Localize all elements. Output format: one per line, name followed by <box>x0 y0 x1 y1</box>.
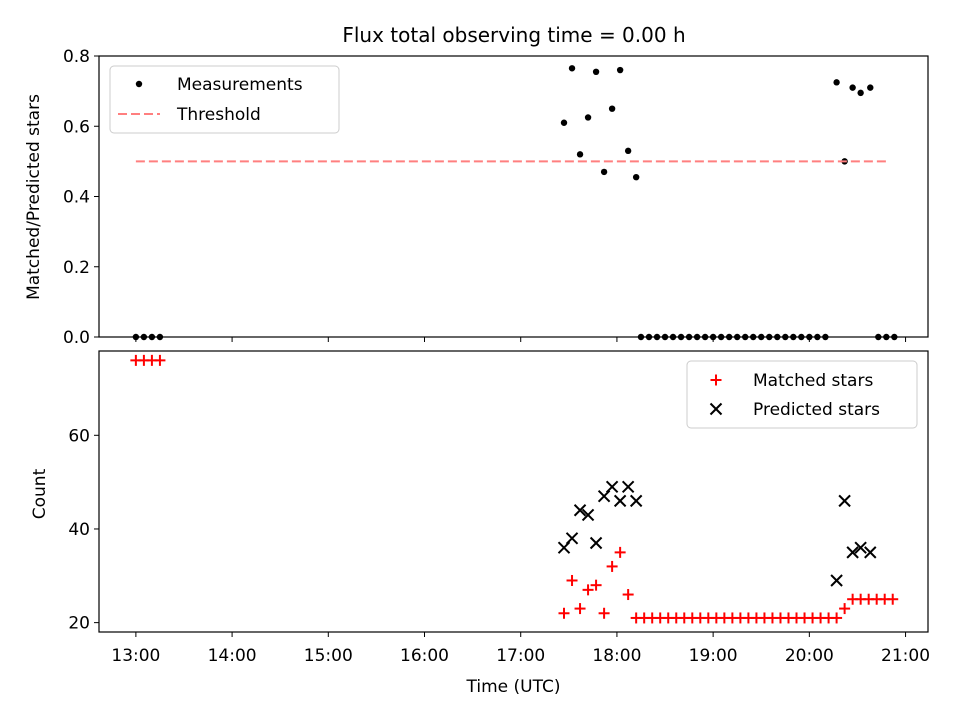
x-stroke-b <box>605 480 619 494</box>
legend-measurement-marker <box>135 80 143 88</box>
x-tick-label: 13:00 <box>111 646 160 666</box>
measurement-point <box>857 89 864 97</box>
measurement-point <box>568 65 576 72</box>
x-tick-label: 17:00 <box>496 646 545 666</box>
y-axis-label: Count <box>30 468 50 519</box>
legend-label-matched: Matched stars <box>753 371 873 391</box>
predicted-star-point <box>589 536 603 550</box>
x-tick-label: 19:00 <box>689 646 738 666</box>
x-tick-label: 15:00 <box>304 646 353 666</box>
x-tick-label: 18:00 <box>592 646 641 666</box>
x-tick-label: 21:00 <box>881 646 930 666</box>
predicted-star-point <box>573 504 587 517</box>
matched-star-point <box>598 607 610 619</box>
y-tick-label: 0.4 <box>63 188 90 208</box>
x-tick-label: 14:00 <box>208 646 257 666</box>
predicted-star-point <box>830 574 843 587</box>
top-panel: 0.0 0.2 0.4 0.6 0.8 Matched/Predicted stars Me… <box>24 47 929 348</box>
matched-star-point <box>887 593 899 605</box>
measurement-point <box>616 66 624 74</box>
legend-label-measurements: Measurements <box>177 75 303 95</box>
x-stroke-b <box>573 504 587 517</box>
matched-star-point <box>566 574 578 586</box>
measurement-point <box>624 147 632 155</box>
matched-star-point <box>614 546 626 558</box>
x-stroke-b <box>709 402 723 416</box>
measurement-point <box>632 173 640 181</box>
y-tick-label: 0.2 <box>63 258 90 278</box>
measurement-point <box>833 79 840 86</box>
legend-predicted-marker <box>709 402 723 416</box>
legend-label-threshold: Threshold <box>176 105 261 125</box>
legend-box <box>686 360 918 429</box>
matched-star-point <box>839 603 851 615</box>
measurement-point <box>560 119 568 126</box>
x-tick-label: 20:00 <box>785 646 834 666</box>
predicted-star-point <box>629 494 643 508</box>
predicted-star-point <box>838 494 851 508</box>
x-stroke-b <box>830 574 843 587</box>
predicted-star-point <box>613 494 627 508</box>
x-stroke-b <box>613 494 627 508</box>
y-tick-label: 0.6 <box>63 117 90 137</box>
x-stroke-b <box>846 546 859 559</box>
legend-box <box>109 65 340 134</box>
x-stroke-b <box>864 546 877 559</box>
x-stroke-b <box>854 541 867 554</box>
measurement-point <box>867 84 874 91</box>
matched-star-point <box>622 589 634 601</box>
measurement-point <box>849 84 856 91</box>
y-tick-label: 40 <box>68 520 90 540</box>
predicted-star-point <box>864 546 877 559</box>
plot-frame <box>98 350 929 633</box>
x-stroke-b <box>565 532 579 545</box>
figure-title: Flux total observing time = 0.00 h <box>342 23 685 47</box>
legend: Measurements Threshold <box>109 65 340 134</box>
measurement-point <box>576 151 584 158</box>
x-stroke-b <box>621 480 635 494</box>
y-tick-label: 60 <box>68 426 90 446</box>
y-tick-label: 20 <box>68 614 90 634</box>
y-tick-label: 0.8 <box>63 47 90 67</box>
predicted-star-point <box>846 546 859 559</box>
measurement-point <box>600 168 608 176</box>
predicted-star-point <box>565 532 579 545</box>
predicted-star-point <box>605 480 619 494</box>
y-tick-label: 0.0 <box>63 328 90 348</box>
bottom-panel: 13:00 14:00 15:00 16:00 17:00 18:00 19:00 20:00… <box>30 350 930 697</box>
measurement-point <box>584 114 592 121</box>
matched-star-point <box>831 612 843 624</box>
matched-star-point <box>590 579 602 591</box>
legend-label-predicted: Predicted stars <box>753 400 880 420</box>
predicted-star-point <box>854 541 867 554</box>
y-axis-label: Matched/Predicted stars <box>24 94 44 300</box>
predicted-star-point <box>621 480 635 494</box>
plot-frame <box>98 55 929 338</box>
matched-star-point <box>154 354 166 366</box>
legend-matched-marker <box>710 374 722 386</box>
matched-star-point <box>574 603 586 615</box>
matched-star-point <box>582 584 594 596</box>
measurement-point <box>592 68 600 76</box>
matched-star-point <box>606 560 618 572</box>
measurement-point <box>608 105 616 112</box>
x-stroke-b <box>838 494 851 508</box>
x-tick-label: 16:00 <box>400 646 449 666</box>
x-stroke-b <box>581 508 595 522</box>
matched-star-point <box>558 607 570 619</box>
x-stroke-b <box>629 494 643 508</box>
x-stroke-b <box>589 536 603 550</box>
predicted-star-point <box>581 508 595 522</box>
legend: Matched stars Predicted stars <box>686 360 918 429</box>
x-axis-label: Time (UTC) <box>466 677 561 697</box>
